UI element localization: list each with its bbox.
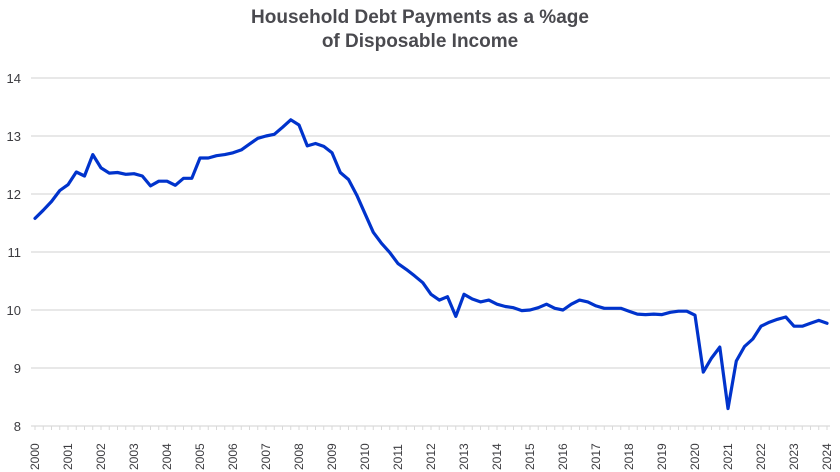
x-tick-label: 2000 [28, 443, 42, 470]
y-tick-label: 10 [7, 303, 21, 318]
x-tick-label: 2022 [754, 443, 768, 470]
chart-title-line1: Household Debt Payments as a %age [251, 7, 589, 28]
x-axis: 2000 2001 2002 2003 2004 2005 2006 2007 2008 2009… [28, 426, 834, 470]
x-tick-label: 2008 [292, 443, 306, 470]
x-tick-label: 2009 [325, 443, 339, 470]
x-tick-label: 2010 [358, 443, 372, 470]
x-tick-label: 2017 [589, 443, 603, 470]
x-tick-label: 2015 [523, 443, 537, 470]
x-tick-label: 2004 [160, 443, 174, 470]
y-axis: 8 9 10 11 12 13 14 [7, 71, 21, 434]
x-tick-label: 2002 [94, 443, 108, 470]
x-tick-label: 2006 [226, 443, 240, 470]
x-tick-label: 2013 [457, 443, 471, 470]
x-tick-label: 2023 [787, 443, 801, 470]
x-tick-label: 2014 [490, 443, 504, 470]
chart-title-line2: of Disposable Income [321, 31, 519, 52]
data-line [33, 118, 829, 411]
x-tick-label: 2024 [820, 443, 834, 470]
gridlines [31, 77, 830, 427]
x-tick-label: 2021 [721, 443, 735, 470]
y-tick-label: 14 [7, 71, 21, 86]
x-tick-label: 2016 [556, 443, 570, 470]
y-tick-label: 13 [7, 129, 21, 144]
y-tick-label: 8 [14, 419, 21, 434]
y-tick-label: 9 [14, 361, 21, 376]
x-tick-label: 2007 [259, 443, 273, 470]
x-tick-label: 2001 [61, 443, 75, 470]
y-tick-label: 12 [7, 187, 21, 202]
x-tick-label: 2012 [424, 443, 438, 470]
x-tick-label: 2020 [688, 443, 702, 470]
x-tick-label: 2018 [622, 443, 636, 470]
x-tick-label: 2011 [391, 444, 405, 470]
x-tick-label: 2019 [655, 443, 669, 470]
x-tick-label: 2003 [127, 443, 141, 470]
chart-title: Household Debt Payments as a %age of Dis… [0, 6, 840, 54]
x-tick-label: 2005 [193, 443, 207, 470]
y-tick-label: 11 [8, 245, 22, 260]
